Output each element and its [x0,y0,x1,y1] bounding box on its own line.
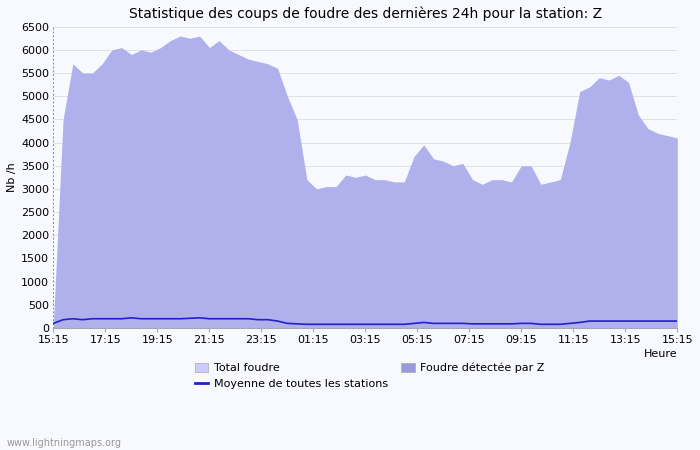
Text: www.lightningmaps.org: www.lightningmaps.org [7,438,122,448]
Text: Heure: Heure [643,349,677,359]
Y-axis label: Nb /h: Nb /h [7,162,17,192]
Legend: Total foudre, Moyenne de toutes les stations, Foudre détectée par Z: Total foudre, Moyenne de toutes les stat… [190,358,549,394]
Title: Statistique des coups de foudre des dernières 24h pour la station: Z: Statistique des coups de foudre des dern… [129,7,602,22]
